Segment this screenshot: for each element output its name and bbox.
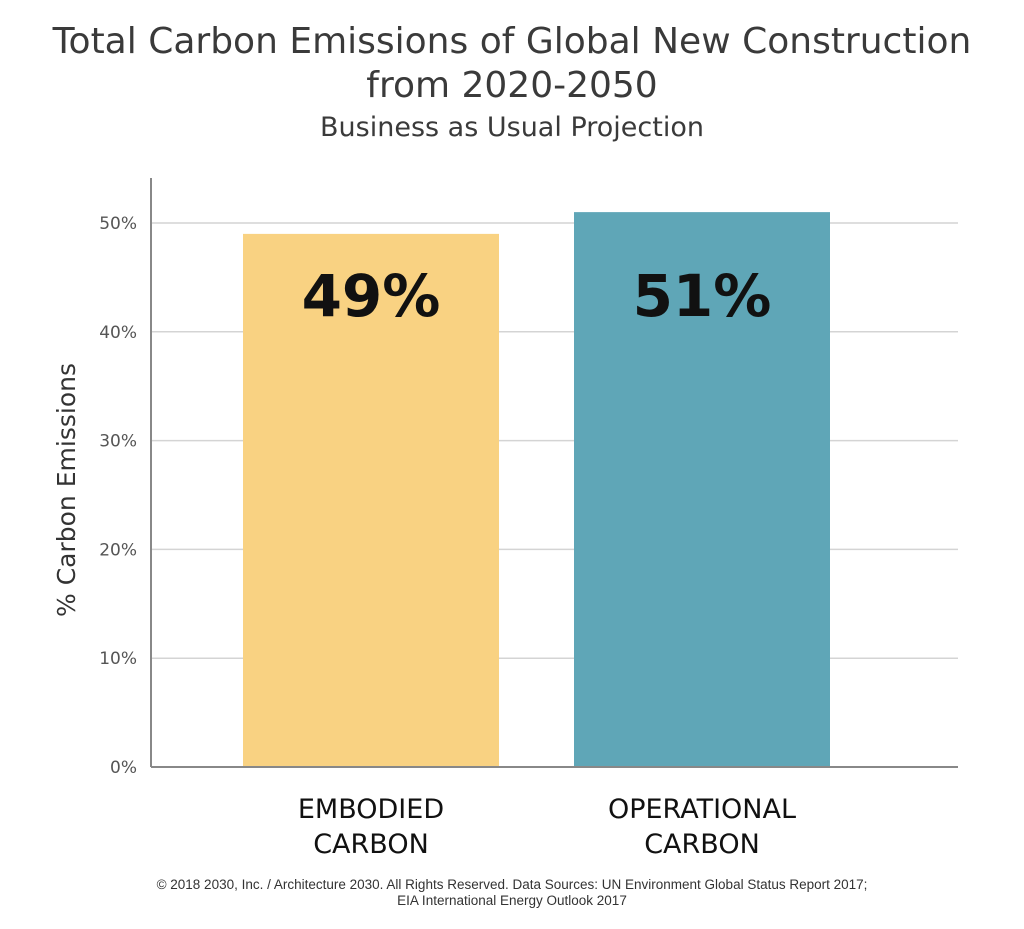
x-tick-label: OPERATIONAL bbox=[608, 794, 796, 825]
chart-title-line-1: Total Carbon Emissions of Global New Con… bbox=[52, 21, 972, 62]
y-tick-label: 30% bbox=[99, 432, 137, 452]
bar-0 bbox=[243, 233, 499, 767]
y-axis-label: % Carbon Emissions bbox=[52, 363, 81, 617]
footer-source-line-2: EIA International Energy Outlook 2017 bbox=[397, 893, 627, 908]
bar-1 bbox=[574, 212, 830, 767]
footer-source-line-1: © 2018 2030, Inc. / Architecture 2030. A… bbox=[156, 877, 868, 892]
y-tick-label: 0% bbox=[110, 758, 137, 778]
chart-title-line-2: from 2020-2050 bbox=[366, 65, 658, 106]
data-label: 51% bbox=[633, 262, 772, 330]
data-label: 49% bbox=[302, 262, 441, 330]
y-tick-label: 40% bbox=[99, 323, 137, 343]
y-tick-label: 10% bbox=[99, 649, 137, 669]
y-tick-label: 20% bbox=[99, 540, 137, 560]
x-tick-label: EMBODIED bbox=[298, 794, 444, 825]
y-tick-label: 50% bbox=[99, 214, 137, 234]
x-tick-label: CARBON bbox=[313, 829, 429, 860]
x-tick-label: CARBON bbox=[644, 829, 760, 860]
chart-subtitle: Business as Usual Projection bbox=[320, 112, 704, 143]
